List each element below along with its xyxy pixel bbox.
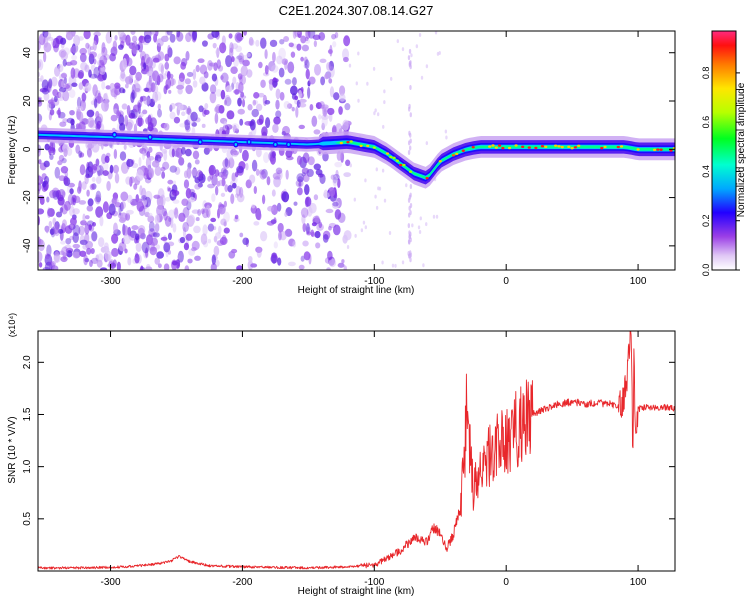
spectrogram-xtick-label: -200 <box>232 276 252 287</box>
snr-ytick-label: 0.5 <box>22 511 33 525</box>
snr-xlabel: Height of straight line (km) <box>298 586 415 597</box>
snr-axes: -300 -200 -100 0 100 0.5 1.0 1.5 2.0 <box>22 331 675 588</box>
snr-xtick-label: 100 <box>630 577 647 588</box>
snr-xtick-label: -200 <box>232 577 252 588</box>
spectrogram-xlabel: Height of straight line (km) <box>298 285 415 296</box>
spectrogram-ytick-label: -20 <box>22 190 33 205</box>
colorbar-tick-label: 0.0 <box>701 264 711 277</box>
figure-title: C2E1.2024.307.08.14.G27 <box>279 3 434 18</box>
spectrogram-ytick-label: 0 <box>22 146 33 152</box>
spectrogram-ylabel: Frequency (Hz) <box>7 116 18 185</box>
snr-panel: -300 -200 -100 0 100 0.5 1.0 1.5 2.0 Height of s… <box>7 313 676 597</box>
snr-xtick-label: -100 <box>364 577 384 588</box>
colorbar-tick-label: 0.6 <box>701 116 711 129</box>
snr-series <box>38 331 675 570</box>
colorbar-tick-label: 0.4 <box>701 165 711 178</box>
snr-ytick-label: 2.0 <box>22 355 33 369</box>
spectrogram-ytick-label: 40 <box>22 47 33 59</box>
snr-frame <box>37 330 676 572</box>
colorbar-gradient <box>711 30 737 271</box>
snr-line <box>38 331 675 570</box>
spectrogram-ytick-label: -40 <box>22 238 33 253</box>
snr-xtick-label: -300 <box>101 577 121 588</box>
spectrogram-xtick-label: -100 <box>364 276 384 287</box>
colorbar: 0.0 0.2 0.4 0.6 0.8 Normalized spectral ampl… <box>701 30 747 277</box>
spectrogram-xtick-label: 100 <box>630 276 647 287</box>
spectrogram-frame <box>37 30 676 271</box>
snr-ylabel: SNR (10 * V/V) <box>7 416 18 483</box>
colorbar-tick-label: 0.8 <box>701 67 711 80</box>
colorbar-ticks: 0.0 0.2 0.4 0.6 0.8 <box>701 67 740 277</box>
spectrogram-ytick-label: 20 <box>22 95 33 107</box>
spectrogram-xtick-label: -300 <box>101 276 121 287</box>
snr-ytick-label: 1.5 <box>22 407 33 421</box>
snr-xtick-label: 0 <box>503 577 509 588</box>
spectrogram-heatmap <box>38 31 675 270</box>
colorbar-label: Normalized spectral amplitude <box>736 82 747 217</box>
snr-ytick-label: 1.0 <box>22 459 33 473</box>
snr-multiplier: (x10⁴) <box>7 313 17 337</box>
colorbar-tick-label: 0.2 <box>701 214 711 227</box>
snr-background <box>38 331 675 571</box>
spectrogram-xtick-label: 0 <box>503 276 509 287</box>
